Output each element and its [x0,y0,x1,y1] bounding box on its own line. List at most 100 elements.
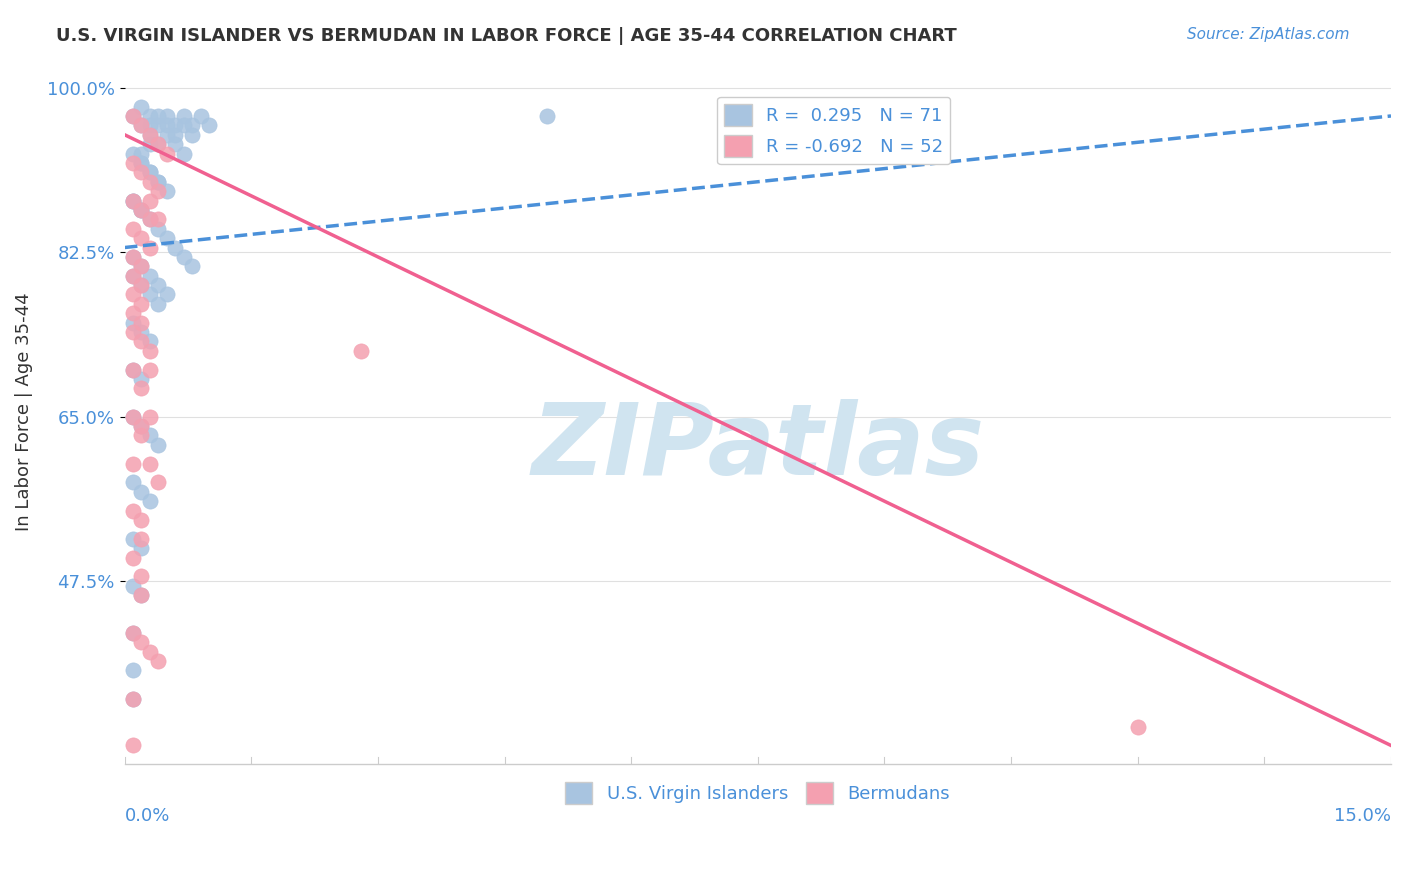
Point [131,381,153,395]
Point [173,250,195,264]
Point [131,334,153,349]
Point [181,128,204,142]
Point [148,297,170,311]
Point [122,221,145,235]
Point [122,109,145,123]
Point [156,184,179,198]
Point [1126,720,1149,734]
Point [198,119,221,133]
Point [139,212,162,227]
Point [131,165,153,179]
Point [139,334,162,349]
Point [122,316,145,330]
Point [148,221,170,235]
Point [131,156,153,170]
Point [122,409,145,424]
Point [122,250,145,264]
Point [173,119,195,133]
Point [139,165,162,179]
Point [148,278,170,293]
Point [122,625,145,640]
Point [131,588,153,602]
Point [148,475,170,490]
Point [156,231,179,245]
Point [139,194,162,208]
Point [131,532,153,546]
Point [148,109,170,123]
Point [148,438,170,452]
Point [131,428,153,442]
Point [122,194,145,208]
Point [122,268,145,283]
Point [139,128,162,142]
Text: 0.0%: 0.0% [125,806,170,824]
Point [122,532,145,546]
Point [131,231,153,245]
Point [122,268,145,283]
Point [173,109,195,123]
Point [131,588,153,602]
Point [156,119,179,133]
Point [139,128,162,142]
Point [148,212,170,227]
Point [122,194,145,208]
Point [131,202,153,217]
Point [165,240,187,254]
Point [122,625,145,640]
Point [131,297,153,311]
Point [122,109,145,123]
Point [131,156,153,170]
Text: Source: ZipAtlas.com: Source: ZipAtlas.com [1187,27,1350,42]
Point [139,109,162,123]
Point [190,109,212,123]
Point [122,362,145,376]
Point [148,119,170,133]
Point [148,175,170,189]
Point [139,175,162,189]
Point [165,137,187,152]
Point [131,260,153,274]
Point [139,137,162,152]
Text: U.S. VIRGIN ISLANDER VS BERMUDAN IN LABOR FORCE | AGE 35-44 CORRELATION CHART: U.S. VIRGIN ISLANDER VS BERMUDAN IN LABO… [56,27,957,45]
Text: ZIPatlas: ZIPatlas [531,399,984,496]
Point [122,325,145,339]
Point [131,325,153,339]
Point [122,739,145,753]
Point [131,99,153,113]
Point [131,419,153,434]
Point [122,503,145,517]
Point [131,419,153,434]
Point [131,278,153,293]
Point [165,128,187,142]
Point [131,119,153,133]
Point [131,119,153,133]
Point [131,202,153,217]
Point [139,457,162,471]
Point [139,343,162,358]
Point [148,137,170,152]
Point [131,372,153,386]
Point [148,137,170,152]
Point [139,165,162,179]
Point [122,663,145,677]
Point [148,654,170,668]
Point [350,343,373,358]
Point [131,541,153,556]
Point [122,409,145,424]
Point [165,119,187,133]
Point [122,579,145,593]
Text: 15.0%: 15.0% [1334,806,1391,824]
Point [156,128,179,142]
Point [139,287,162,301]
Point [122,156,145,170]
Point [122,475,145,490]
Point [131,316,153,330]
Point [139,428,162,442]
Point [156,287,179,301]
Point [122,306,145,320]
Point [131,484,153,499]
Point [131,513,153,527]
Point [131,202,153,217]
Point [122,146,145,161]
Point [122,287,145,301]
